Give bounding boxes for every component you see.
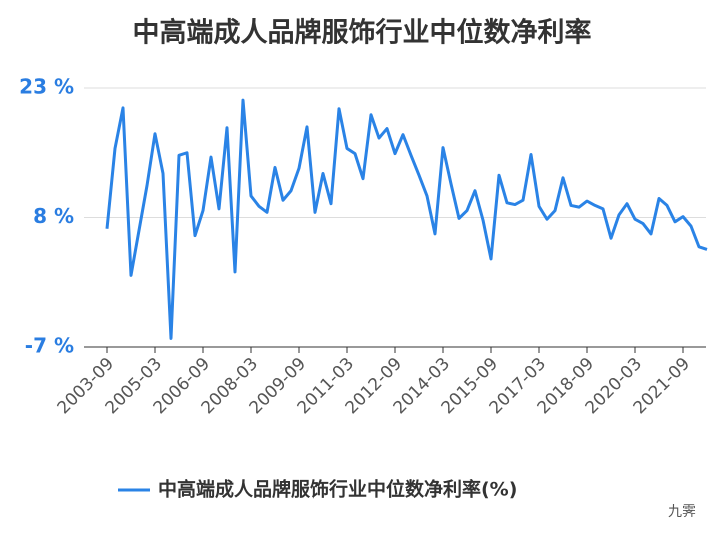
legend-label: 中高端成人品牌服饰行业中位数净利率(%): [158, 478, 517, 501]
y-tick-label: 23 %: [19, 75, 74, 99]
chart-title: 中高端成人品牌服饰行业中位数净利率: [133, 17, 592, 49]
y-tick-label: 8 %: [33, 204, 74, 228]
line-series: [105, 98, 708, 340]
y-tick-label: -7 %: [25, 334, 74, 358]
watermark: 九霁: [668, 504, 696, 520]
